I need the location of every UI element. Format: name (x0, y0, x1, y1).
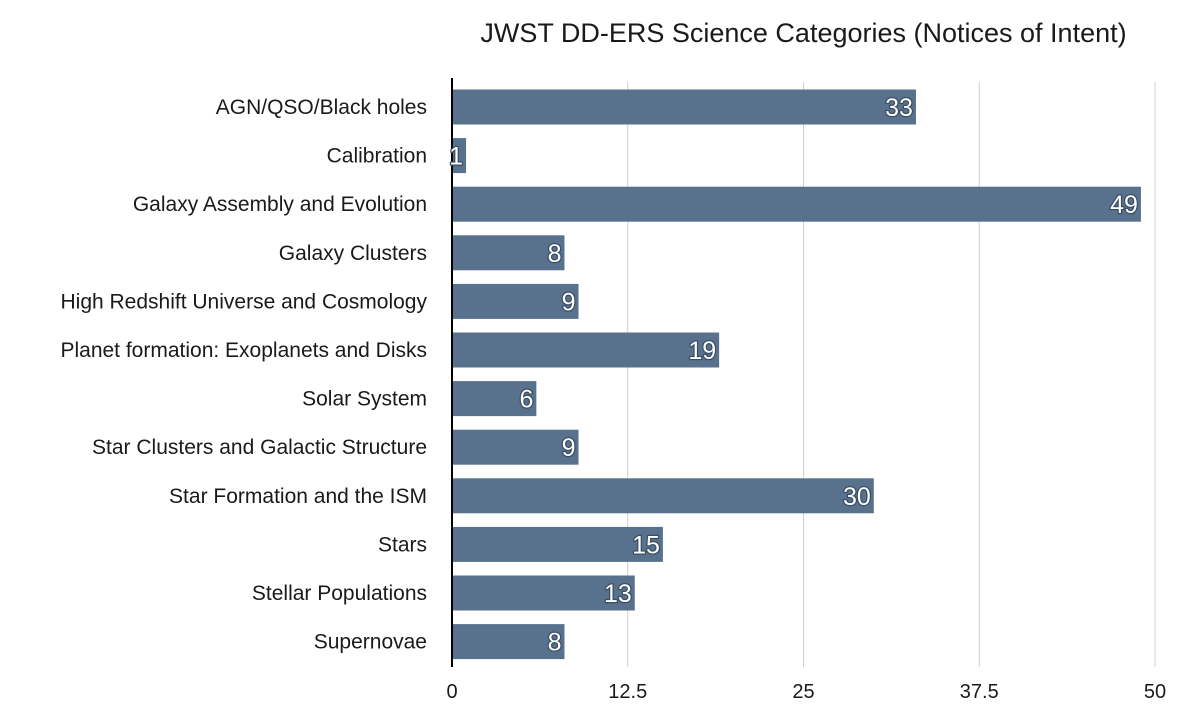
bar-8 (452, 478, 874, 514)
bar-9 (452, 526, 663, 562)
bar-0 (452, 89, 916, 125)
bar-4 (452, 283, 579, 319)
category-label-6: Solar System (302, 388, 427, 411)
category-label-7: Star Clusters and Galactic Structure (92, 436, 427, 459)
data-label-2: 49 (1110, 191, 1138, 219)
data-label-11: 8 (548, 629, 562, 657)
x-tick-label-4: 50 (1144, 681, 1166, 703)
x-tick-labels: 0 12.5 25 37.5 50 (446, 681, 1166, 703)
gridlines (627, 82, 1156, 667)
data-label-4: 9 (562, 288, 576, 316)
data-label-1: 1 (449, 143, 463, 171)
category-labels: AGN/QSO/Black holes Calibration Galaxy Ass… (60, 96, 427, 654)
category-label-8: Star Formation and the ISM (169, 485, 427, 508)
bar-1 (452, 138, 467, 174)
category-label-3: Galaxy Clusters (279, 242, 427, 265)
data-label-0: 33 (885, 94, 913, 122)
chart-title: JWST DD-ERS Science Categories (Notices … (480, 18, 1127, 48)
x-tick-label-0: 0 (446, 681, 457, 703)
data-label-9: 15 (632, 531, 660, 559)
category-label-4: High Redshift Universe and Cosmology (60, 290, 427, 313)
category-label-0: AGN/QSO/Black holes (216, 96, 427, 119)
bar-3 (452, 235, 565, 271)
bar-2 (452, 186, 1141, 222)
data-label-10: 13 (604, 580, 632, 608)
data-label-6: 6 (519, 386, 533, 414)
category-label-10: Stellar Populations (252, 582, 427, 605)
bar-5 (452, 332, 720, 368)
data-label-7: 9 (562, 434, 576, 462)
x-tick-label-1: 12.5 (608, 681, 647, 703)
category-label-5: Planet formation: Exoplanets and Disks (60, 339, 427, 362)
bar-11 (452, 624, 565, 660)
bar-6 (452, 381, 537, 417)
x-tick-label-2: 25 (792, 681, 814, 703)
x-tick-label-3: 37.5 (960, 681, 999, 703)
data-label-3: 8 (548, 240, 562, 268)
category-label-2: Galaxy Assembly and Evolution (133, 193, 427, 216)
data-label-5: 19 (688, 337, 716, 365)
bar-10 (452, 575, 635, 611)
category-label-9: Stars (378, 533, 427, 556)
category-label-1: Calibration (327, 145, 427, 168)
bars (452, 89, 1141, 660)
data-label-8: 30 (843, 483, 871, 511)
bar-7 (452, 429, 579, 465)
category-label-11: Supernovae (314, 631, 427, 654)
